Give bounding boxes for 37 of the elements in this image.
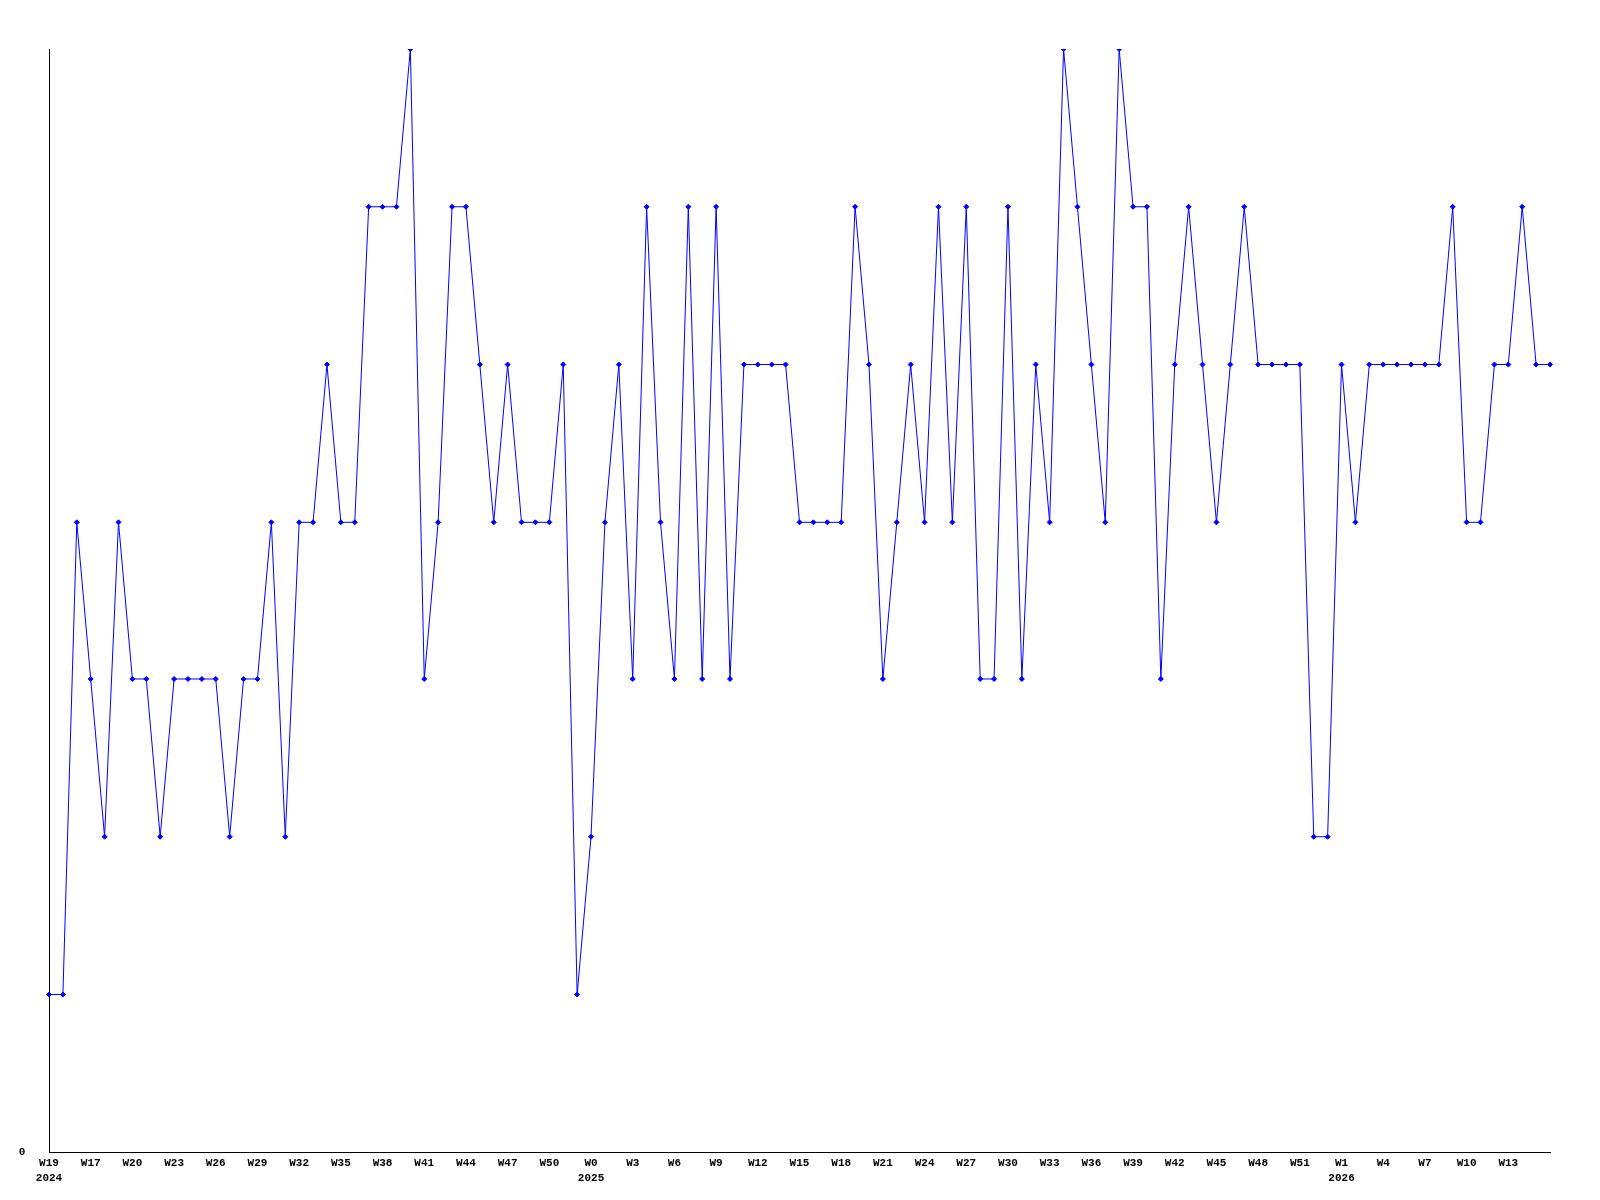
x-tick-label: W18 xyxy=(831,1157,852,1170)
x-tick-label: W32 xyxy=(289,1157,310,1170)
x-tick-label: W12 xyxy=(747,1157,768,1170)
x-tick-label: W3 xyxy=(626,1157,640,1170)
x-tick-label: W24 xyxy=(914,1157,935,1170)
x-tick-label: W26 xyxy=(205,1157,226,1170)
x-tick-label: W39 xyxy=(1123,1157,1143,1170)
x-tick-label: W0 2025 xyxy=(577,1157,605,1185)
x-tick-label: W29 xyxy=(247,1157,268,1170)
x-tick-label: W30 xyxy=(998,1157,1018,1170)
x-tick-label: W47 xyxy=(497,1157,518,1170)
x-tick-label: W50 xyxy=(539,1157,560,1170)
x-tick-label: W17 xyxy=(80,1157,101,1170)
x-tick-label: W41 xyxy=(414,1157,435,1170)
x-tick-label: W51 xyxy=(1289,1157,1311,1170)
x-tick-label: W13 xyxy=(1498,1157,1519,1170)
x-tick-label: W42 xyxy=(1164,1157,1185,1170)
x-tick-label: W6 xyxy=(667,1157,682,1170)
x-tick-label: W38 xyxy=(372,1157,393,1170)
x-tick-label: W1 2026 xyxy=(1328,1157,1355,1185)
x-tick-label: W44 xyxy=(456,1157,477,1170)
x-tick-label: W9 xyxy=(709,1157,723,1170)
text: 0 xyxy=(18,1146,26,1159)
x-tick-label: W48 xyxy=(1248,1157,1269,1170)
x-tick-label: W23 xyxy=(164,1157,185,1170)
x-tick-label: W35 xyxy=(330,1157,352,1170)
x-tick-label: W45 xyxy=(1206,1157,1227,1170)
x-tick-label: W4 xyxy=(1376,1157,1391,1170)
x-tick-label: W27 xyxy=(956,1157,977,1170)
x-tick-label: W20 xyxy=(122,1157,143,1170)
x-tick-label: W36 xyxy=(1081,1157,1102,1170)
x-tick-label: W7 xyxy=(1418,1157,1432,1170)
x-tick-label: W33 xyxy=(1039,1157,1060,1170)
x-tick-label: W15 xyxy=(789,1157,810,1170)
x-tick-label: W19 2024 xyxy=(35,1157,63,1185)
x-tick-label: W21 xyxy=(872,1157,894,1170)
x-tick-label: W10 xyxy=(1456,1157,1477,1170)
